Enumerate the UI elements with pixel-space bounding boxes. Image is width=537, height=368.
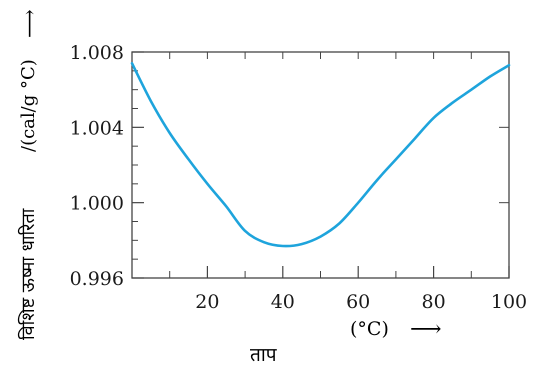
ticks [132, 52, 509, 278]
x-axis-label: ताप [250, 344, 278, 364]
plot-frame [132, 52, 509, 278]
series-group [132, 63, 509, 246]
x-tick-label: 80 [422, 291, 446, 313]
y-axis-unit-label: /(cal/g °C) [18, 59, 39, 152]
axes [132, 52, 509, 278]
x-tick-label: 40 [271, 291, 295, 313]
y-tick-label: 1.000 [70, 193, 124, 215]
y-tick-label: 1.004 [70, 117, 124, 139]
specific-heat-line [132, 63, 509, 246]
x-tick-label: 20 [195, 291, 219, 313]
tick-labels: 20 40 60 80 100 0.996 1.000 1.004 1.008 [70, 42, 528, 313]
x-axis-arrow: ⟶ [410, 317, 442, 342]
y-axis-arrow: ⟶ [17, 9, 41, 38]
y-tick-label: 1.008 [70, 42, 124, 64]
y-tick-label: 0.996 [70, 268, 124, 290]
y-axis-label: विशिष्ट ऊष्मा धारिता [17, 208, 39, 340]
x-axis-unit-label: (°C) [350, 318, 389, 340]
x-tick-label: 60 [346, 291, 370, 313]
x-tick-label: 100 [491, 291, 527, 313]
